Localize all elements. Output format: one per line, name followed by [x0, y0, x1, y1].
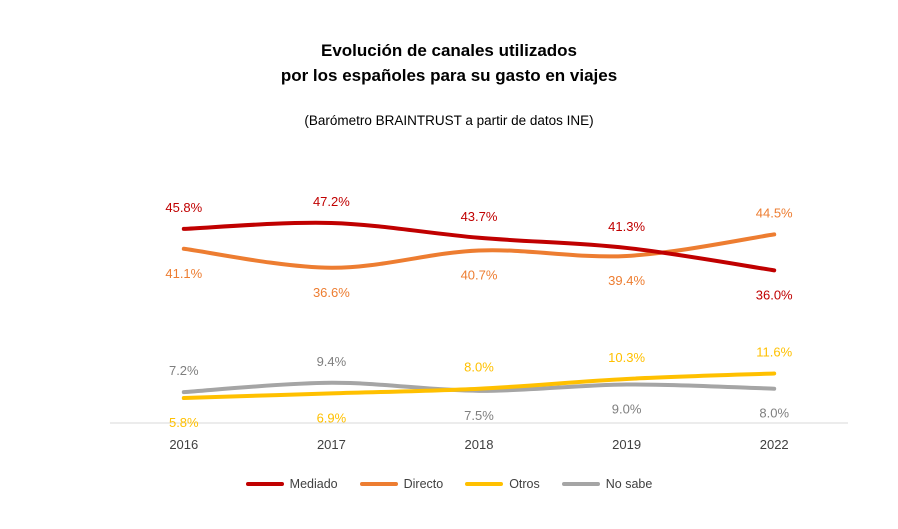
data-label: 7.5%	[464, 408, 494, 423]
data-label: 9.4%	[317, 354, 347, 369]
legend-item: Mediado	[245, 477, 338, 491]
legend-label: No sabe	[605, 477, 653, 491]
data-label: 40.7%	[461, 267, 498, 282]
series-line-otros	[181, 371, 777, 400]
data-label: 41.1%	[165, 266, 202, 281]
legend-item: Directo	[359, 477, 444, 491]
legend-label: Directo	[403, 477, 444, 491]
data-label: 8.0%	[464, 360, 494, 375]
legend-swatch	[561, 482, 600, 486]
x-tick-label: 2017	[317, 437, 346, 452]
data-label: 44.5%	[756, 205, 793, 220]
data-label: 39.4%	[608, 273, 645, 288]
legend-swatch	[465, 482, 504, 486]
series-line-no-sabe	[181, 380, 777, 395]
chart-title-line-2: por los españoles para su gasto en viaje…	[280, 66, 618, 85]
data-label: 5.8%	[169, 415, 199, 430]
legend-label: Otros	[509, 477, 540, 491]
series-line-mediado	[181, 220, 777, 273]
x-tick-label: 2022	[760, 437, 789, 452]
legend: Mediado Directo Otros No sabe	[0, 477, 898, 491]
series-layer	[181, 220, 777, 400]
data-label: 6.9%	[317, 410, 347, 425]
legend-swatch	[359, 482, 398, 486]
data-label: 8.0%	[759, 406, 789, 421]
legend-item: Otros	[465, 477, 540, 491]
data-label: 47.2%	[313, 194, 350, 209]
data-label: 7.2%	[169, 363, 199, 378]
x-tick-label: 2018	[465, 437, 494, 452]
data-label-layer: 45.8% 47.2% 43.7% 41.3% 36.0% 41.1% 36.6% 40.7%…	[165, 194, 793, 430]
x-tick-layer: 2016 2017 2018 2019 2022	[169, 437, 788, 452]
x-tick-label: 2016	[169, 437, 198, 452]
legend-item: No sabe	[561, 477, 653, 491]
data-label: 36.0%	[756, 287, 793, 302]
x-tick-label: 2019	[612, 437, 641, 452]
data-label: 45.8%	[165, 200, 202, 215]
data-label: 43.7%	[461, 209, 498, 224]
data-label: 10.3%	[608, 350, 645, 365]
series-line-directo	[181, 232, 777, 270]
legend-swatch	[245, 482, 284, 486]
data-label: 9.0%	[612, 401, 642, 416]
legend-label: Mediado	[289, 477, 338, 491]
chart-subtitle: (Barómetro BRAINTRUST a partir de datos …	[304, 113, 594, 128]
data-label: 11.6%	[756, 344, 792, 359]
data-label: 41.3%	[608, 219, 645, 234]
chart-title: Evolución de canales utilizados por los …	[0, 38, 898, 88]
chart-title-line-1: Evolución de canales utilizados	[320, 41, 577, 60]
data-label: 36.6%	[313, 285, 350, 300]
